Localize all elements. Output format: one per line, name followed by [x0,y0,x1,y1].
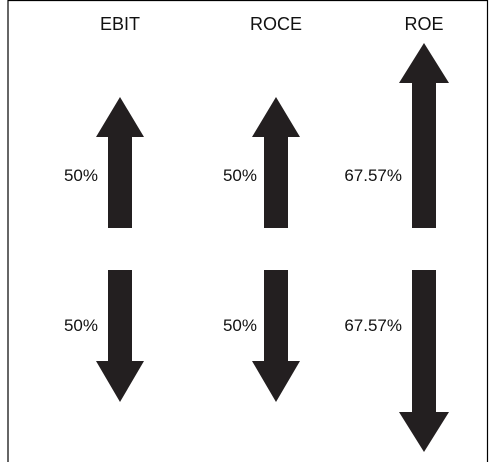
roce-down-label: 50% [222,316,257,335]
roe-up-label: 67.57% [344,166,402,185]
roe-down-arrow [399,270,449,452]
frame [7,0,489,462]
roe-up-arrow [399,43,449,228]
roce-up-label: 50% [222,166,257,185]
ebit-up-label: 50% [63,166,98,185]
header-roe: ROE [404,14,444,34]
header-roce: ROCE [249,14,303,34]
ebit-down-arrow [96,270,144,402]
roce-down-arrow [252,270,300,402]
header-ebit: EBIT [99,14,141,34]
roce-up-arrow [252,97,300,228]
ebit-down-label: 50% [63,316,98,335]
roe-down-label: 67.57% [344,316,402,335]
ebit-up-arrow [96,97,144,228]
